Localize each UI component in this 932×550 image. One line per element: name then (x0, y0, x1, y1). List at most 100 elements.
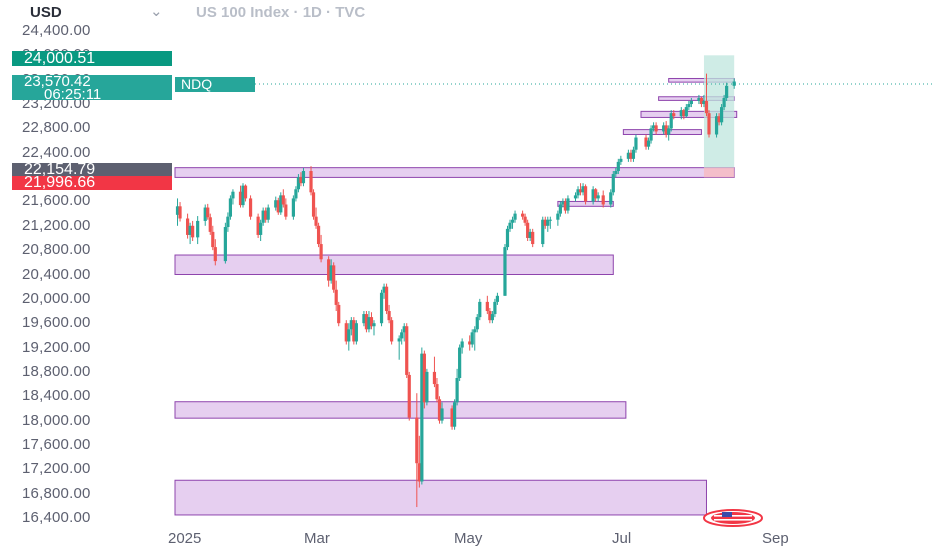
candle (344, 320, 348, 345)
candle (664, 121, 668, 138)
candle (274, 196, 278, 211)
candle (672, 110, 676, 120)
candle (437, 396, 442, 424)
candle (354, 320, 358, 345)
candle (526, 219, 530, 242)
currency-label[interactable]: USD (30, 4, 62, 21)
x-tick-label: Jul (612, 530, 632, 547)
candle (470, 329, 474, 348)
candle (546, 216, 550, 232)
candle (510, 216, 515, 229)
y-tick-label: 20,800.00 (22, 241, 91, 259)
candle (556, 210, 560, 226)
candle (697, 94, 701, 105)
candle (614, 167, 618, 178)
candle (206, 203, 210, 220)
zone-box[interactable] (174, 479, 707, 516)
candle (503, 244, 507, 296)
symbol-title: US 100 Index · 1D · TVC (196, 4, 366, 21)
zone-box[interactable] (640, 110, 738, 118)
candle (281, 189, 285, 208)
candle (213, 239, 217, 266)
candle (417, 435, 421, 488)
candle (284, 198, 288, 220)
session-high-tag: 24,000.51 (12, 51, 172, 67)
candle (369, 312, 374, 330)
candle (435, 377, 439, 403)
candle (352, 317, 356, 345)
candle (387, 304, 391, 324)
y-tick-label: 17,600.00 (22, 435, 91, 453)
zone-box[interactable] (174, 401, 627, 419)
candle (563, 198, 568, 214)
candle (349, 317, 353, 336)
candle (425, 368, 429, 406)
candle (531, 228, 535, 248)
candle (601, 190, 605, 208)
candle (591, 186, 595, 205)
candle (390, 317, 394, 345)
y-tick-label: 21,200.00 (22, 216, 91, 234)
candle (185, 213, 190, 239)
y-tick-label: 22,800.00 (22, 119, 91, 137)
candle (634, 134, 638, 153)
candle (573, 192, 578, 202)
candle (699, 96, 704, 108)
candle (631, 146, 636, 162)
stop-range-box[interactable] (703, 167, 735, 178)
y-tick-label: 16,400.00 (22, 509, 91, 526)
candle (266, 204, 270, 223)
candle (594, 188, 598, 202)
target-range-box[interactable] (703, 55, 735, 168)
candle (372, 320, 376, 336)
candle (301, 167, 306, 187)
candle (296, 174, 301, 193)
candle (521, 210, 525, 220)
candle (654, 122, 658, 135)
candle (609, 189, 613, 208)
candle (722, 94, 726, 111)
candle (228, 195, 233, 220)
candle (707, 110, 711, 138)
candle (337, 301, 341, 327)
candle (382, 283, 386, 299)
candle (513, 210, 517, 223)
symbol-tag: NDQ (175, 77, 255, 92)
candle (717, 113, 721, 126)
candle (299, 172, 303, 187)
candle (682, 108, 686, 120)
candle (714, 113, 719, 138)
candle (581, 183, 585, 196)
candle (175, 198, 180, 226)
candle (259, 219, 263, 242)
y-tick-label: 19,200.00 (22, 338, 91, 356)
candle (626, 149, 630, 162)
y-tick-label: 18,000.00 (22, 411, 91, 429)
candle (583, 184, 588, 205)
candle (415, 393, 419, 508)
candle (473, 326, 477, 351)
candle (684, 104, 688, 118)
candle (646, 137, 651, 150)
y-tick-label: 18,800.00 (22, 362, 91, 380)
us-flag-icon[interactable] (702, 509, 764, 527)
candle (450, 405, 454, 430)
zone-box[interactable] (174, 254, 614, 276)
candle (649, 125, 653, 144)
candle (319, 234, 323, 263)
candle (362, 311, 366, 327)
y-tick-label: 18,400.00 (22, 387, 91, 405)
red-level-tag: 21,996.66 (12, 175, 172, 191)
candle (316, 222, 321, 248)
x-tick-label: Sep (762, 530, 789, 547)
last-price-tag: 23,570.42 06:25:11 (12, 74, 172, 102)
candle (528, 228, 532, 242)
candle (523, 213, 527, 226)
candle (203, 204, 207, 226)
candle (432, 356, 437, 388)
x-tick-label: May (454, 530, 483, 547)
candle (402, 323, 406, 342)
chevron-down-icon[interactable]: ⌄ (150, 3, 163, 20)
zone-box[interactable] (174, 167, 735, 178)
